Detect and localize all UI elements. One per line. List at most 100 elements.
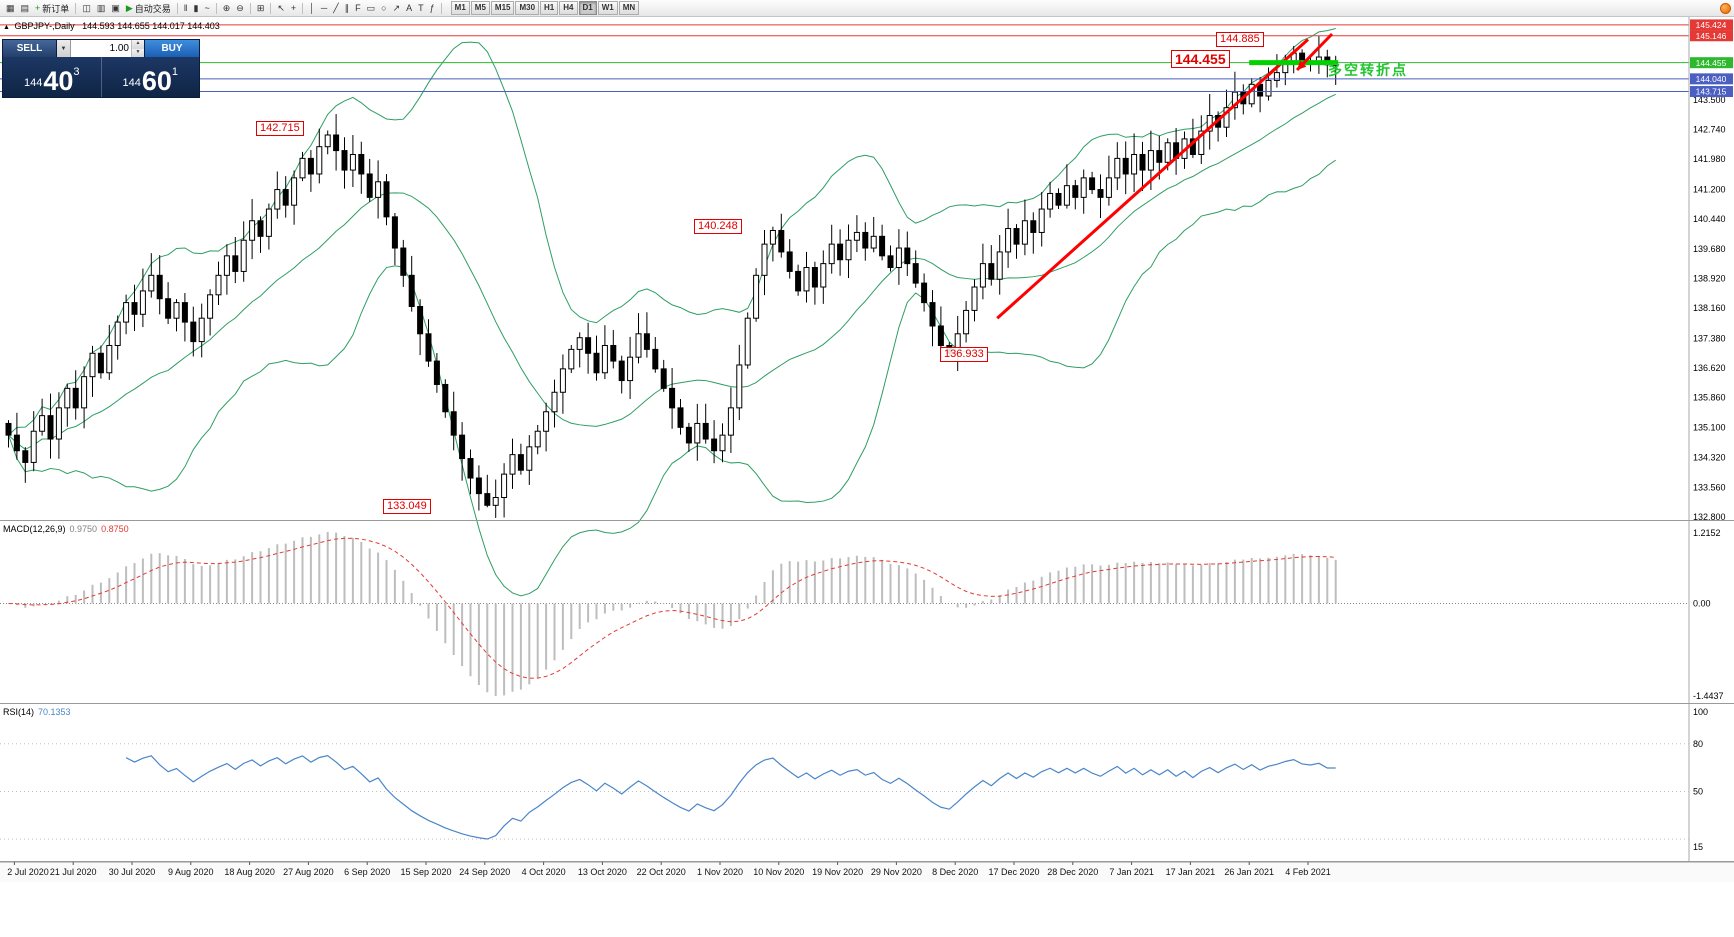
drawing-objects[interactable] <box>996 32 1339 320</box>
crosshair-icon[interactable]: + <box>288 1 299 15</box>
fibonacci-icon[interactable]: F <box>352 1 364 15</box>
date-label: 19 Nov 2020 <box>812 867 863 877</box>
rsi-axis-label: 80 <box>1693 739 1703 749</box>
autotrade-button[interactable]: ▶ 自动交易 <box>123 1 174 15</box>
date-label: 2 Jul 2020 <box>7 867 49 877</box>
rsi-axis-label: 100 <box>1693 707 1708 717</box>
timeframe-m1[interactable]: M1 <box>450 1 470 15</box>
price-label[interactable]: 133.049 <box>383 499 431 514</box>
volume-down-button[interactable]: ▼ <box>132 48 144 57</box>
text-label-icon[interactable]: T <box>415 1 427 15</box>
timeframe-h4[interactable]: H4 <box>559 1 578 15</box>
vertical-line-icon: │ <box>309 3 315 13</box>
price-label[interactable]: 144.885 <box>1216 32 1264 47</box>
rsi-value: 70.1353 <box>38 707 71 717</box>
sell-price-prefix: 144 <box>23 77 43 89</box>
sell-button[interactable]: SELL <box>3 40 57 57</box>
horizontal-level-lines[interactable] <box>0 24 1689 93</box>
timeframe-m5[interactable]: M5 <box>470 1 490 15</box>
fibonacci-icon: F <box>355 3 361 13</box>
price-axis-label: 135.860 <box>1693 393 1726 403</box>
vertical-line-icon[interactable]: │ <box>306 1 318 15</box>
community-icon[interactable] <box>1720 2 1731 14</box>
horizontal-line-icon[interactable]: ─ <box>318 1 330 15</box>
volume-value[interactable]: 1.00 <box>109 43 129 54</box>
new-chart-icon[interactable]: ▦ <box>3 1 18 15</box>
toolbar-separator <box>249 2 251 14</box>
date-label: 24 Sep 2020 <box>459 867 510 877</box>
navigator-icon[interactable]: ▥ <box>94 1 109 15</box>
date-label: 27 Aug 2020 <box>283 867 334 877</box>
candlestick-chart-icon[interactable]: ▮ <box>191 1 202 15</box>
bar-chart-icon[interactable]: ‖ <box>181 1 191 15</box>
annotation-note[interactable]: 多空转折点 <box>1328 62 1408 78</box>
timeframe-d1[interactable]: D1 <box>578 1 597 15</box>
toolbar-separator <box>215 2 217 14</box>
macd-signal-value: 0.8750 <box>101 524 129 534</box>
trade-panel-controls: SELL ▼ 1.00 ▲ ▼ BUY <box>3 40 199 57</box>
date-label: 21 Jul 2020 <box>50 867 97 877</box>
price-axis[interactable]: 143.500 142.740 141.980 141.200 140.440 139.6… <box>1688 15 1734 862</box>
sell-price-point: 3 <box>73 66 80 78</box>
toolbar-separator <box>75 2 77 14</box>
macd-label: MACD(12,26,9) 0.9750 0.8750 <box>3 524 129 534</box>
indicators-icon[interactable]: ƒ <box>427 1 438 15</box>
date-label: 28 Dec 2020 <box>1047 867 1098 877</box>
sell-price-pips: 40 <box>43 66 74 96</box>
price-axis-label: 139.680 <box>1693 244 1726 254</box>
new-chart-icon: ▦ <box>6 3 15 13</box>
zoom-out-icon[interactable]: ⊖ <box>233 1 247 15</box>
date-label: 17 Jan 2021 <box>1166 867 1216 877</box>
terminal-icon: ▣ <box>111 3 120 13</box>
timeframe-w1[interactable]: W1 <box>597 1 618 15</box>
crosshair-icon: + <box>290 3 297 13</box>
price-label[interactable]: 144.455 <box>1171 50 1230 68</box>
date-label: 4 Oct 2020 <box>522 867 566 877</box>
timeframe-m30[interactable]: M30 <box>515 1 540 15</box>
zoom-in-icon[interactable]: ⊕ <box>220 1 234 15</box>
timeframe-mn[interactable]: MN <box>618 1 640 15</box>
ohlc-values: 144.593 144.655 144.017 144.403 <box>82 21 220 31</box>
ellipse-icon[interactable]: ○ <box>378 1 389 15</box>
macd-main-value: 0.9750 <box>69 524 98 534</box>
timeframe-h1[interactable]: H1 <box>540 1 559 15</box>
cursor-icon[interactable]: ↖ <box>274 1 288 15</box>
date-label: 6 Sep 2020 <box>344 867 390 877</box>
price-label[interactable]: 142.715 <box>256 121 304 136</box>
profiles-icon[interactable]: ▤ <box>18 1 33 15</box>
cursor-icon: ↖ <box>277 3 285 13</box>
buy-button[interactable]: BUY <box>144 40 199 57</box>
channel-icon[interactable]: ∥ <box>342 1 353 15</box>
text-icon[interactable]: A <box>403 1 415 15</box>
rsi-pane: 100 80 50 15 <box>0 707 1708 852</box>
price-axis-tag: 144.040 <box>1696 74 1727 84</box>
trendline-icon[interactable]: ╱ <box>330 1 341 15</box>
time-axis[interactable]: 2 Jul 2020 21 Jul 2020 30 Jul 2020 9 Aug 20… <box>0 861 1734 882</box>
date-label: 8 Dec 2020 <box>932 867 978 877</box>
volume-up-button[interactable]: ▲ <box>132 40 144 49</box>
date-label: 9 Aug 2020 <box>168 867 214 877</box>
market-watch-icon[interactable]: ◫ <box>79 1 94 15</box>
order-type-dropdown[interactable]: ▼ <box>57 40 71 57</box>
date-label: 18 Aug 2020 <box>224 867 275 877</box>
buy-price-display[interactable]: 144 60 1 <box>102 57 200 97</box>
line-chart-icon[interactable]: ~ <box>201 1 212 15</box>
bar-chart-icon: ‖ <box>183 3 188 13</box>
zoom-out-icon: ⊖ <box>236 3 244 13</box>
volume-input[interactable]: 1.00 ▲ ▼ <box>71 40 144 57</box>
trendline-icon: ╱ <box>333 3 339 13</box>
tile-windows-icon[interactable]: ⊞ <box>254 1 268 15</box>
price-label[interactable]: 140.248 <box>694 219 742 234</box>
price-label[interactable]: 136.933 <box>940 347 988 362</box>
new-order-button[interactable]: + 新订单 <box>32 1 72 15</box>
price-axis-tag: 144.455 <box>1696 58 1727 68</box>
macd-axis-label: -1.4437 <box>1693 691 1724 701</box>
volume-stepper: ▲ ▼ <box>131 40 144 57</box>
arrow-tool-icon[interactable]: ↗ <box>390 1 404 15</box>
sell-price-display[interactable]: 144 40 3 <box>3 57 102 97</box>
shapes-icon[interactable]: ▭ <box>364 1 379 15</box>
timeframe-m15[interactable]: M15 <box>490 1 515 15</box>
terminal-icon[interactable]: ▣ <box>108 1 123 15</box>
